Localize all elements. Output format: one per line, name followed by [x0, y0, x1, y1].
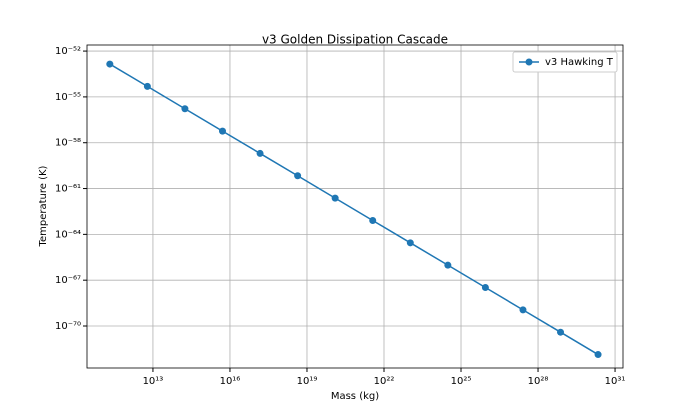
point — [143, 82, 151, 90]
x-axis-label: Mass (kg) — [331, 391, 379, 402]
point — [444, 261, 452, 269]
y-tick-label: 10⁻⁶¹ — [55, 184, 81, 195]
legend-box — [512, 51, 618, 73]
point — [481, 284, 489, 292]
point — [294, 172, 302, 180]
y-axis-label: Temperature (K) — [38, 165, 49, 247]
x-tick-label: 10³¹ — [605, 376, 626, 387]
plot-frame — [86, 44, 624, 369]
y-tick-label: 10⁻⁶⁴ — [55, 229, 81, 240]
y-tick-label: 10⁻⁶⁷ — [55, 275, 81, 286]
chart-title: v3 Golden Dissipation Cascade — [262, 33, 448, 47]
x-tick-label: 10¹⁶ — [220, 376, 241, 387]
point — [369, 216, 377, 224]
legend-marker — [525, 58, 533, 66]
point — [218, 127, 226, 135]
legend-label: v3 Hawking T — [545, 57, 614, 68]
point — [519, 306, 527, 314]
x-tick-label: 10²² — [374, 376, 395, 387]
x-tick-label: 10²⁸ — [528, 376, 549, 387]
point — [256, 149, 264, 157]
y-tick-label: 10⁻⁵⁸ — [55, 138, 81, 149]
point — [557, 328, 565, 336]
point — [331, 194, 339, 202]
y-tick-label: 10⁻⁷⁰ — [55, 321, 81, 332]
point — [406, 239, 414, 247]
point — [181, 105, 189, 113]
x-tick-label: 10²⁵ — [451, 376, 472, 387]
series-line — [109, 63, 599, 356]
point — [594, 351, 602, 359]
y-tick-label: 10⁻⁵⁵ — [55, 92, 81, 103]
point — [106, 60, 114, 68]
x-tick-label: 10¹⁹ — [297, 376, 318, 387]
x-tick-label: 10¹³ — [143, 376, 164, 387]
y-tick-label: 10⁻⁵² — [55, 46, 81, 57]
